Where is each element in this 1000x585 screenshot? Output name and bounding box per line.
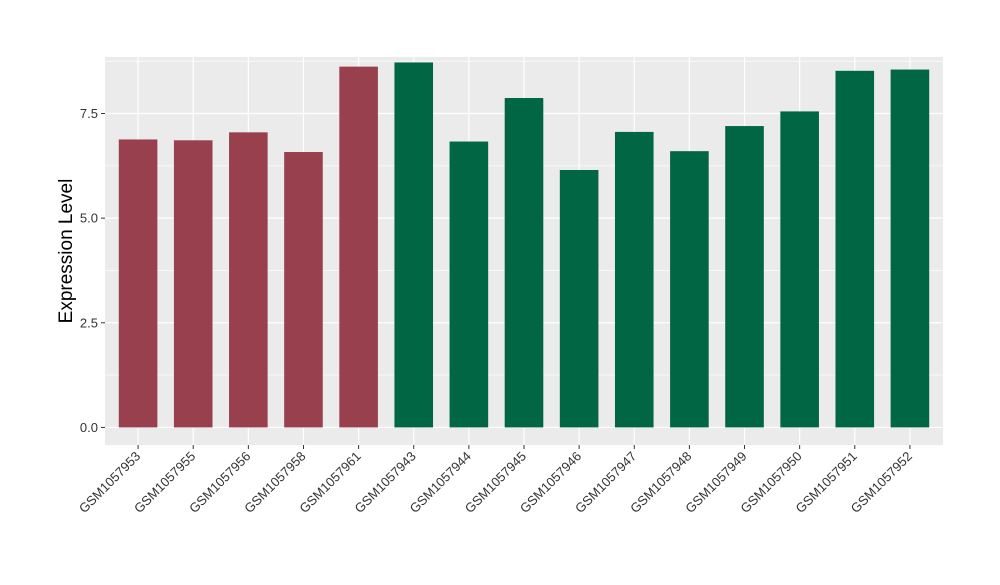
bar [614, 131, 654, 428]
bar [449, 141, 489, 428]
y-tick-label: 5.0 [80, 211, 98, 226]
bar [229, 132, 268, 428]
y-tick-label: 2.5 [80, 315, 98, 330]
bar [835, 70, 875, 428]
bar [173, 140, 213, 428]
x-axis: GSM1057953GSM1057955GSM1057956GSM1057958… [76, 445, 915, 516]
bar [780, 111, 819, 428]
bar [504, 98, 544, 428]
bar [890, 69, 930, 428]
y-axis: 0.0 2.5 5.0 7.5 [80, 106, 105, 435]
y-tick-label: 7.5 [80, 106, 98, 121]
y-axis-title: Expression Level [56, 179, 77, 324]
bar [670, 151, 709, 428]
bar [339, 66, 378, 428]
bar [284, 152, 323, 428]
bars-group [118, 62, 930, 428]
bar [559, 170, 599, 428]
y-tick-label: 0.0 [80, 420, 98, 435]
bar [118, 139, 158, 428]
bar [394, 62, 434, 428]
bar [725, 126, 764, 428]
